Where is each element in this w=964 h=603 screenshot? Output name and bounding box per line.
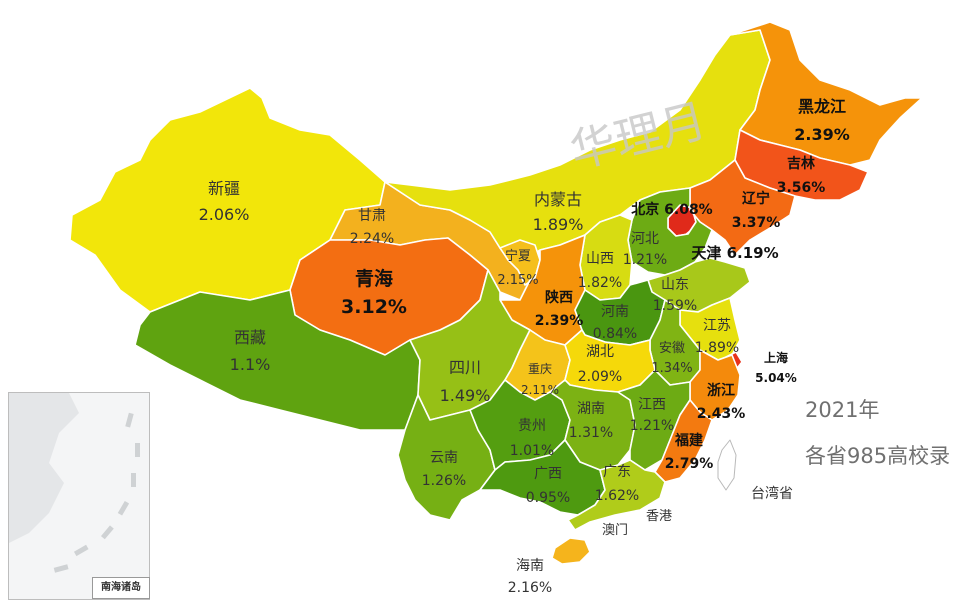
region-value-label: 3.56% [777,180,826,196]
province-shapes [69,21,923,565]
region-name-label: 香港 [646,509,672,524]
region-name-label: 台湾省 [751,485,793,502]
inset-caption: 南海诸岛 [92,577,150,599]
region-value-label: 2.09% [578,369,622,385]
region-value-label: 1.31% [569,425,613,441]
region-name-label: 新疆 [208,179,240,198]
region-value-label: 1.21% [630,418,674,434]
region-value-label: 1.82% [578,275,622,291]
region-name-label: 内蒙古 [534,190,582,209]
region-hainan [551,537,591,565]
region-name-label: 安徽 [659,341,685,356]
region-name-label: 江西 [638,397,666,413]
region-value-label: 2.43% [697,406,746,422]
region-name-label: 山东 [661,277,689,293]
region-name-label: 湖南 [577,401,605,417]
region-value-label: 2.39% [535,313,584,329]
region-name-label: 黑龙江 [798,97,846,116]
region-name-label: 浙江 [707,382,735,399]
region-name-label: 宁夏 [505,248,531,264]
year-label: 2021年 [805,398,880,422]
region-name-label: 海南 [516,558,544,574]
region-value-label: 1.59% [653,298,697,314]
region-name-label: 西藏 [234,328,266,347]
inset-map [9,393,140,573]
region-name-label: 吉林 [787,155,815,172]
province-labels: 黑龙江 2.39% 吉林 3.56% 辽宁 3.37% 内蒙古 1.89% 新疆 2.06% 甘肃 2… [199,93,850,596]
region-value-label: 1.62% [595,488,639,504]
region-guangdong [567,459,666,531]
inset-landmass [9,393,79,543]
region-value-label: 1.26% [422,473,466,489]
region-name-label: 辽宁 [742,190,770,207]
region-name-label: 澳门 [602,522,628,538]
region-name-label: 甘肃 [358,208,386,224]
region-value-label: 1.49% [440,386,491,405]
region-value-label: 2.16% [508,580,552,596]
region-value-label: 1.34% [651,361,692,376]
region-value-label: 2.15% [497,273,538,288]
region-value-label: 1.01% [510,443,554,459]
region-value-label: 2.24% [350,231,394,247]
region-value-label: 3.12% [341,296,407,318]
region-name-label: 广西 [534,466,562,482]
region-name-label: 云南 [430,450,458,466]
region-value-label: 2.79% [665,456,714,472]
subtitle-label: 各省985高校录 [805,444,951,468]
region-value-label: 2.06% [199,205,250,224]
region-name-label: 河南 [601,304,629,320]
region-name-label: 重庆 [528,362,552,376]
region-value-label: 1.21% [623,252,667,268]
region-name-label: 贵州 [518,418,546,434]
region-name-label: 山西 [586,251,614,267]
region-name-label: 湖北 [586,344,614,360]
region-name-label: 河北 [631,231,659,247]
region-value-label: 5.04% [755,371,797,385]
region-fujian [654,399,713,483]
region-name-label: 青海 [355,267,393,290]
region-value-label: 2.11% [521,383,559,397]
region-name-label: 北京 6.08% [631,201,712,218]
region-name-label: 广东 [603,464,631,480]
region-name-label: 陕西 [545,289,573,306]
region-name-label: 天津 6.19% [691,244,778,262]
region-value-label: 1.89% [695,340,739,356]
region-name-label: 江苏 [703,318,731,334]
region-name-label: 福建 [674,432,703,449]
region-heilongjiang [729,21,923,166]
region-taiwan [717,439,737,491]
region-value-label: 2.39% [794,125,850,144]
region-value-label: 1.1% [230,355,271,374]
region-name-label: 上海 [764,350,788,365]
region-value-label: 3.37% [732,215,781,231]
region-value-label: 1.89% [533,215,584,234]
inset-dashes [53,412,140,573]
south-china-sea-inset [8,392,150,600]
region-value-label: 0.84% [593,326,637,342]
region-value-label: 0.95% [526,490,570,506]
region-name-label: 四川 [449,358,481,377]
